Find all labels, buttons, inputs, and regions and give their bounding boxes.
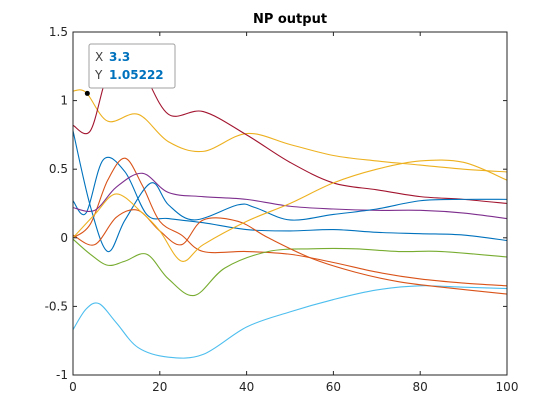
series-line-8[interactable] [73, 130, 507, 253]
series-line-5[interactable] [73, 238, 507, 297]
x-tick-label: 40 [239, 380, 254, 394]
y-tick-label: -0.5 [45, 299, 68, 313]
x-tick-label: 0 [69, 380, 77, 394]
y-tick-label: 1.5 [49, 25, 68, 39]
datatip-box [88, 43, 176, 89]
series-line-1[interactable] [73, 156, 507, 242]
y-tick-label: -1 [56, 368, 68, 382]
series-layer [73, 52, 507, 359]
x-tick-label: 20 [152, 380, 167, 394]
series-line-2[interactable] [73, 157, 507, 287]
series-line-9[interactable] [73, 209, 507, 295]
x-tick-label: 80 [413, 380, 428, 394]
datatip-marker[interactable] [84, 90, 90, 96]
datatip-y-label: Y [94, 68, 103, 82]
datatip[interactable]: X 3.3 Y 1.05222 [84, 43, 176, 96]
series-line-3[interactable] [73, 89, 507, 173]
datatip-y-value: 1.05222 [109, 68, 164, 82]
series-line-4[interactable] [73, 172, 507, 220]
x-tick-label: 60 [326, 380, 341, 394]
datatip-x-label: X [95, 50, 103, 64]
y-axis-ticks: -1 -0.5 0 0.5 1 1.5 [45, 25, 507, 382]
datatip-x-value: 3.3 [109, 50, 130, 64]
series-line-6[interactable] [73, 285, 507, 359]
x-tick-label: 100 [496, 380, 519, 394]
y-tick-label: 1 [60, 94, 68, 108]
plot-area-frame [72, 31, 508, 376]
chart-title: NP output [253, 12, 327, 27]
x-axis-ticks: 0 20 40 60 80 100 [69, 32, 518, 394]
y-tick-label: 0 [60, 231, 68, 245]
series-line-10[interactable] [73, 159, 507, 262]
y-tick-label: 0.5 [49, 162, 68, 176]
